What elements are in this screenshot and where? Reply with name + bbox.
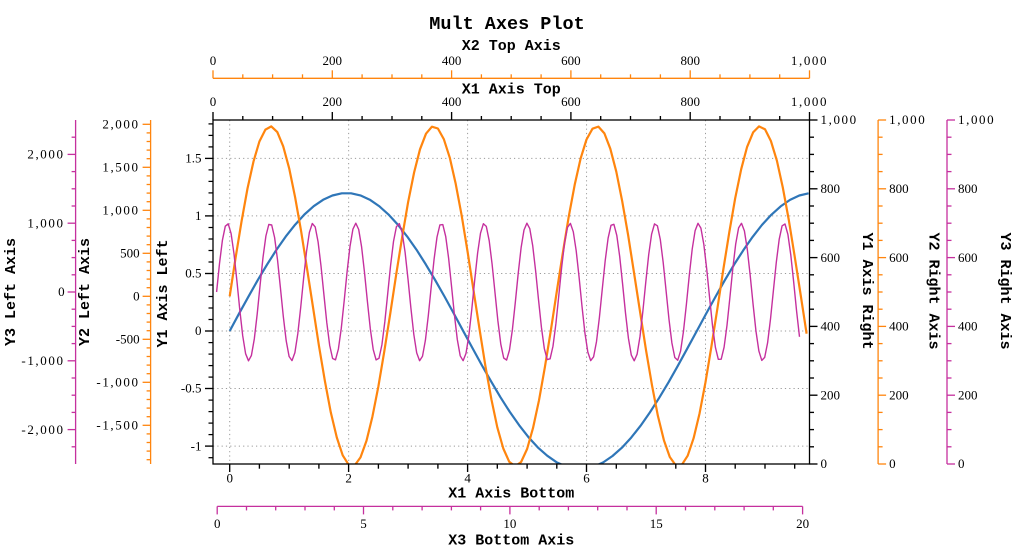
svg-text:800: 800 — [680, 53, 700, 68]
svg-text:800: 800 — [958, 181, 978, 196]
svg-text:X3 Bottom Axis: X3 Bottom Axis — [448, 533, 574, 550]
svg-text:1,000: 1,000 — [791, 94, 828, 109]
svg-text:400: 400 — [889, 319, 909, 334]
svg-text:400: 400 — [958, 319, 978, 334]
svg-text:0: 0 — [226, 471, 233, 486]
svg-text:-1: -1 — [191, 438, 202, 453]
svg-text:200: 200 — [958, 387, 978, 402]
svg-text:200: 200 — [323, 94, 343, 109]
svg-text:800: 800 — [889, 181, 909, 196]
svg-text:1,500: 1,500 — [102, 160, 139, 175]
svg-text:500: 500 — [120, 246, 140, 261]
svg-text:Y3 Right Axis: Y3 Right Axis — [996, 232, 1013, 349]
svg-text:1,000: 1,000 — [791, 53, 828, 68]
svg-text:0: 0 — [821, 456, 828, 471]
svg-text:0: 0 — [133, 289, 140, 304]
svg-text:Y2 Left Axis: Y2 Left Axis — [77, 238, 94, 346]
svg-text:800: 800 — [680, 94, 700, 109]
svg-text:600: 600 — [821, 250, 841, 265]
svg-text:600: 600 — [561, 53, 581, 68]
svg-text:10: 10 — [503, 516, 516, 531]
svg-text:600: 600 — [889, 250, 909, 265]
svg-text:1: 1 — [195, 208, 202, 223]
svg-text:X1 Axis Top: X1 Axis Top — [462, 82, 561, 99]
svg-text:8: 8 — [702, 471, 709, 486]
svg-text:600: 600 — [561, 94, 581, 109]
svg-text:6: 6 — [583, 471, 590, 486]
svg-text:1,000: 1,000 — [958, 112, 995, 127]
svg-text:Mult Axes Plot: Mult Axes Plot — [429, 14, 584, 35]
svg-text:20: 20 — [796, 516, 809, 531]
svg-text:800: 800 — [821, 181, 841, 196]
svg-text:-2,000: -2,000 — [21, 422, 64, 437]
svg-text:15: 15 — [650, 516, 663, 531]
svg-text:0: 0 — [195, 323, 202, 338]
svg-text:-1,500: -1,500 — [96, 418, 139, 433]
svg-text:400: 400 — [442, 94, 462, 109]
svg-text:0: 0 — [214, 516, 221, 531]
svg-text:1.5: 1.5 — [185, 151, 201, 166]
svg-text:-0.5: -0.5 — [181, 381, 202, 396]
svg-text:Y2 Right Axis: Y2 Right Axis — [924, 232, 941, 349]
svg-text:X1 Axis Bottom: X1 Axis Bottom — [448, 486, 574, 503]
svg-text:0: 0 — [958, 456, 965, 471]
svg-text:Y1 Axis Right: Y1 Axis Right — [858, 232, 875, 349]
svg-text:200: 200 — [889, 387, 909, 402]
svg-text:-1,000: -1,000 — [21, 353, 64, 368]
svg-text:X2 Top Axis: X2 Top Axis — [462, 38, 561, 55]
svg-text:Y3 Left Axis: Y3 Left Axis — [3, 238, 20, 346]
svg-text:0: 0 — [889, 456, 896, 471]
svg-text:-1,000: -1,000 — [96, 375, 139, 390]
svg-text:200: 200 — [323, 53, 343, 68]
svg-text:2: 2 — [345, 471, 352, 486]
svg-text:0: 0 — [210, 94, 217, 109]
svg-text:1,000: 1,000 — [821, 112, 858, 127]
svg-text:Y1 Axis Left: Y1 Axis Left — [155, 239, 172, 347]
svg-text:600: 600 — [958, 250, 978, 265]
svg-text:1,000: 1,000 — [27, 215, 64, 230]
svg-text:0: 0 — [210, 53, 217, 68]
svg-text:2,000: 2,000 — [102, 117, 139, 132]
svg-text:200: 200 — [821, 387, 841, 402]
svg-text:2,000: 2,000 — [27, 147, 64, 162]
svg-text:5: 5 — [360, 516, 367, 531]
svg-text:0.5: 0.5 — [185, 266, 201, 281]
svg-text:4: 4 — [464, 471, 471, 486]
svg-text:1,000: 1,000 — [889, 112, 926, 127]
svg-text:400: 400 — [821, 319, 841, 334]
svg-text:0: 0 — [58, 284, 65, 299]
svg-text:-500: -500 — [116, 332, 140, 347]
svg-text:400: 400 — [442, 53, 462, 68]
svg-text:1,000: 1,000 — [102, 203, 139, 218]
